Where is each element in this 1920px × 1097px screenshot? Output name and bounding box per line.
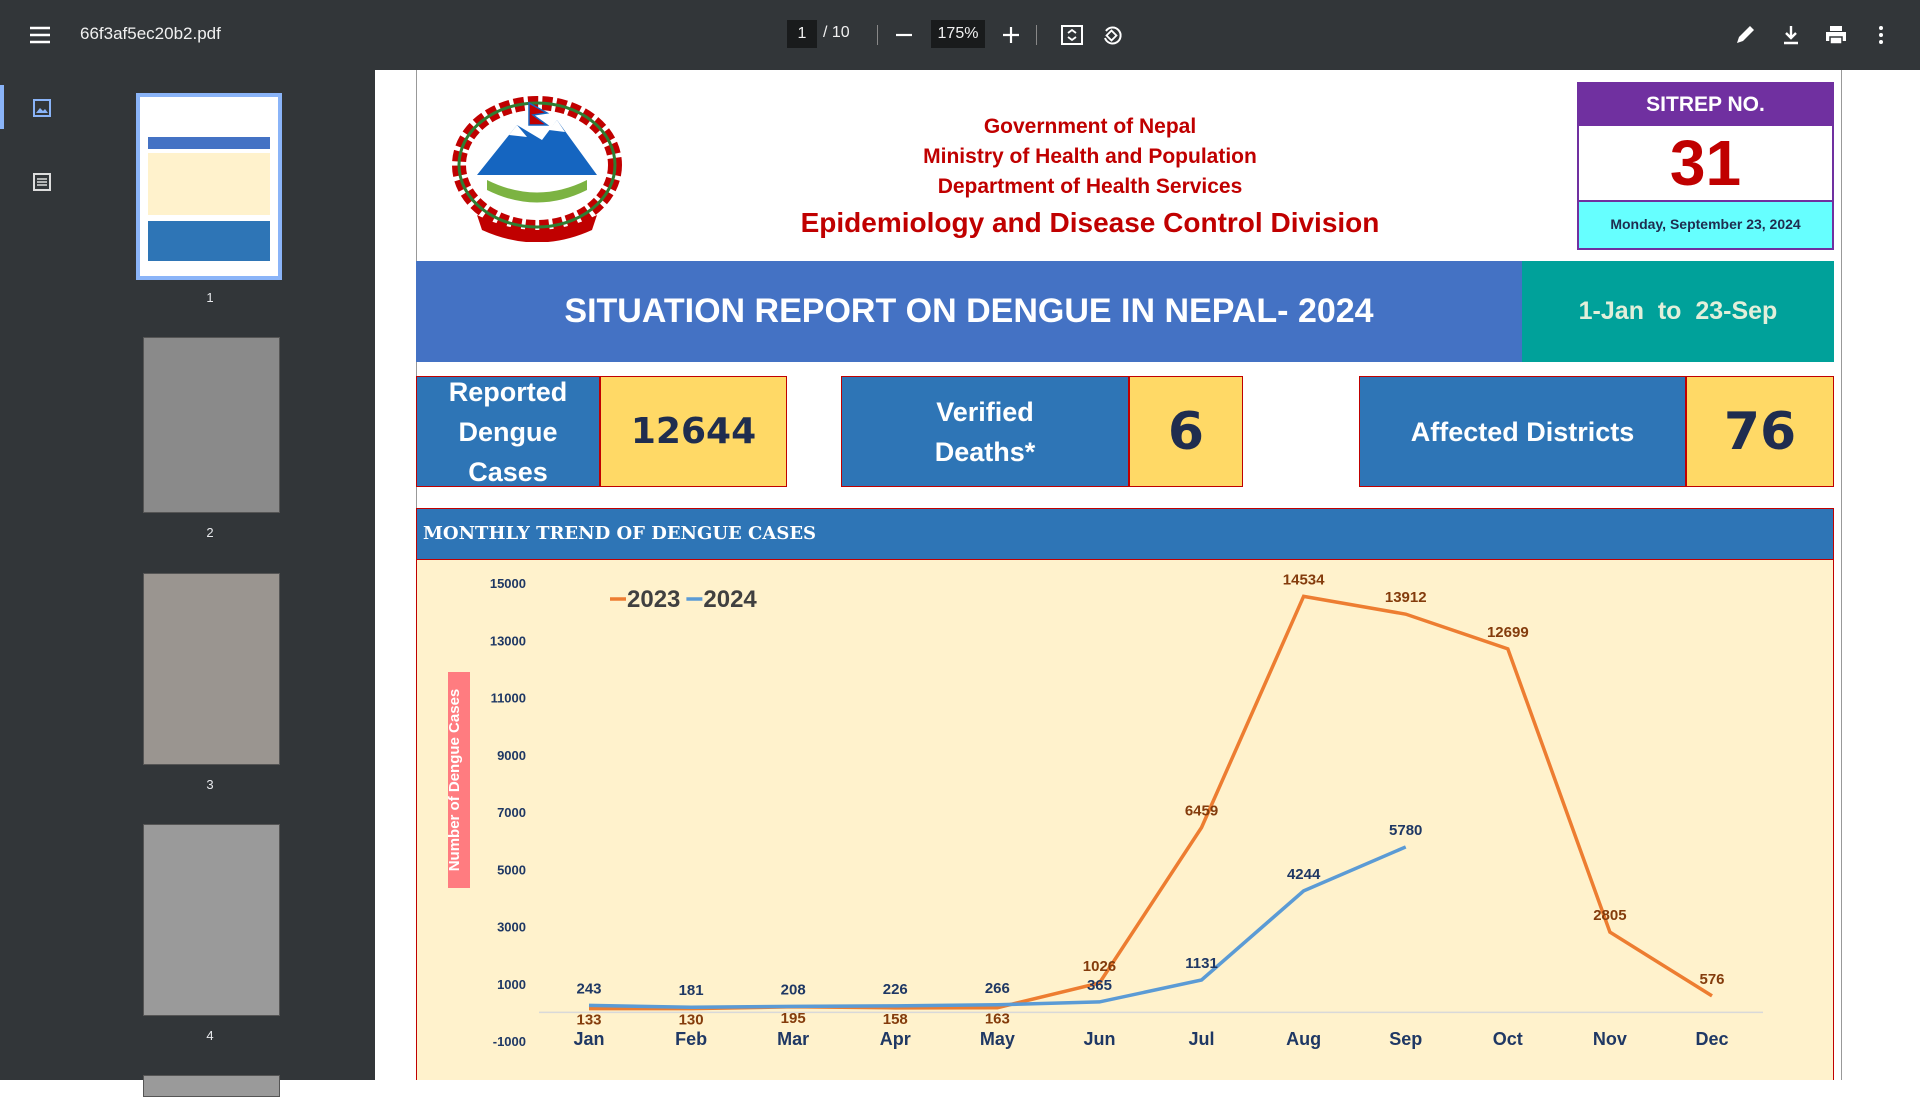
data-label: 163 <box>985 1011 1010 1028</box>
stat-value: 76 <box>1686 376 1834 487</box>
data-label: 13912 <box>1385 589 1427 606</box>
data-label: 181 <box>679 982 704 999</box>
more[interactable] <box>1872 24 1890 46</box>
data-label: 1131 <box>1185 955 1218 972</box>
data-label: 2805 <box>1593 907 1626 924</box>
print[interactable] <box>1824 24 1848 46</box>
y-tick-label: 11000 <box>491 691 526 706</box>
data-label: 576 <box>1699 971 1724 988</box>
data-label: 14534 <box>1283 571 1325 588</box>
x-tick-label: Oct <box>1493 1029 1523 1049</box>
data-label: 266 <box>985 980 1010 997</box>
y-axis-label: Number of Dengue Cases <box>446 689 463 872</box>
page-total: / 10 <box>823 24 850 41</box>
rotate[interactable] <box>1100 23 1124 47</box>
thumbnail[interactable] <box>143 824 280 1016</box>
thumbnail-label: 2 <box>206 525 214 540</box>
thumbnail-label: 3 <box>206 777 214 792</box>
x-tick-label: Dec <box>1695 1029 1728 1049</box>
series-line <box>588 845 1407 1009</box>
series-line <box>588 594 1713 1011</box>
y-tick-label: 13000 <box>490 633 526 648</box>
emblem <box>452 96 622 242</box>
toolbar: 66f3af5ec20b2.pdf 1 / 10 175% <box>0 0 1920 70</box>
zoom-in[interactable] <box>1000 24 1022 46</box>
data-label: 5780 <box>1389 822 1422 839</box>
data-label: 158 <box>883 1011 908 1028</box>
data-label: 12699 <box>1487 624 1529 641</box>
sidebar: 1 2 3 4 <box>0 70 375 1097</box>
thumbnail[interactable] <box>136 93 282 280</box>
data-label: 365 <box>1087 977 1112 994</box>
x-tick-label: Jul <box>1189 1029 1215 1049</box>
section-title: MONTHLY TREND OF DENGUE CASES <box>416 508 1834 560</box>
x-tick-label: Jan <box>573 1029 604 1049</box>
menu-button[interactable] <box>28 23 52 47</box>
legend-label: 2023 <box>627 586 680 613</box>
header-line: Department of Health Services <box>937 175 1243 198</box>
x-tick-label: Aug <box>1286 1029 1321 1049</box>
thumbnail[interactable] <box>143 573 280 765</box>
filename: 66f3af5ec20b2.pdf <box>80 24 221 43</box>
data-label: 130 <box>679 1012 704 1029</box>
data-label: 195 <box>781 1010 806 1027</box>
x-tick-label: Jun <box>1083 1029 1115 1049</box>
thumbnail[interactable] <box>143 337 280 513</box>
x-tick-label: Apr <box>880 1029 911 1049</box>
stat-label: Reported Dengue Cases <box>416 376 600 487</box>
y-tick-label: -1000 <box>493 1034 526 1049</box>
y-tick-label: 15000 <box>490 576 526 591</box>
x-tick-label: Mar <box>777 1029 809 1049</box>
data-label: 1026 <box>1083 958 1116 975</box>
separator <box>877 25 878 45</box>
y-tick-label: 7000 <box>497 805 526 820</box>
stat-label: Affected Districts <box>1359 376 1686 487</box>
y-tick-label: 3000 <box>497 920 526 935</box>
data-label: 226 <box>883 981 908 998</box>
data-label: 243 <box>576 980 601 997</box>
zoom-out[interactable] <box>893 24 915 46</box>
y-axis-label-bg <box>448 672 470 888</box>
zoom-input[interactable]: 175% <box>931 20 985 48</box>
y-tick-label: 1000 <box>497 977 526 992</box>
download[interactable] <box>1780 24 1802 46</box>
stat-label: Verified Deaths* <box>841 376 1129 487</box>
stat-value: 12644 <box>600 376 787 487</box>
sitrep-label: SITREP NO. <box>1579 84 1832 126</box>
stat-value: 6 <box>1129 376 1243 487</box>
thumbnail-label: 4 <box>206 1028 214 1043</box>
outline-tab[interactable] <box>32 172 52 192</box>
header-line: Epidemiology and Disease Control Divisio… <box>800 207 1380 238</box>
data-label: 208 <box>781 981 806 998</box>
x-tick-label: Feb <box>675 1029 707 1049</box>
data-label: 133 <box>576 1012 601 1029</box>
data-label: 6459 <box>1185 802 1218 819</box>
header-line: Government of Nepal <box>983 115 1197 138</box>
x-tick-label: Sep <box>1389 1029 1422 1049</box>
y-tick-label: 5000 <box>497 862 526 877</box>
header-line: Ministry of Health and Population <box>923 145 1257 168</box>
separator <box>1036 25 1037 45</box>
fit-page[interactable] <box>1060 24 1084 46</box>
banner: SITUATION REPORT ON DENGUE IN NEPAL- 202… <box>416 261 1522 362</box>
thumbnails-tab[interactable] <box>32 98 52 118</box>
y-tick-label: 9000 <box>497 748 526 763</box>
page-input[interactable]: 1 <box>787 20 817 48</box>
legend-label: 2024 <box>703 586 757 613</box>
period: 1-Jan to 23-Sep <box>1522 261 1834 362</box>
report-date: Monday, September 23, 2024 <box>1579 200 1832 248</box>
chart-area <box>416 560 1834 1080</box>
data-label: 4244 <box>1287 866 1321 883</box>
sitrep-box: SITREP NO. 31 Monday, September 23, 2024 <box>1577 82 1834 250</box>
thumbnail-label: 1 <box>206 290 214 305</box>
x-tick-label: Nov <box>1593 1029 1627 1049</box>
x-tick-label: May <box>980 1029 1015 1049</box>
active-indicator <box>0 85 4 129</box>
annotate[interactable] <box>1734 24 1756 46</box>
sitrep-number: 31 <box>1669 127 1742 199</box>
